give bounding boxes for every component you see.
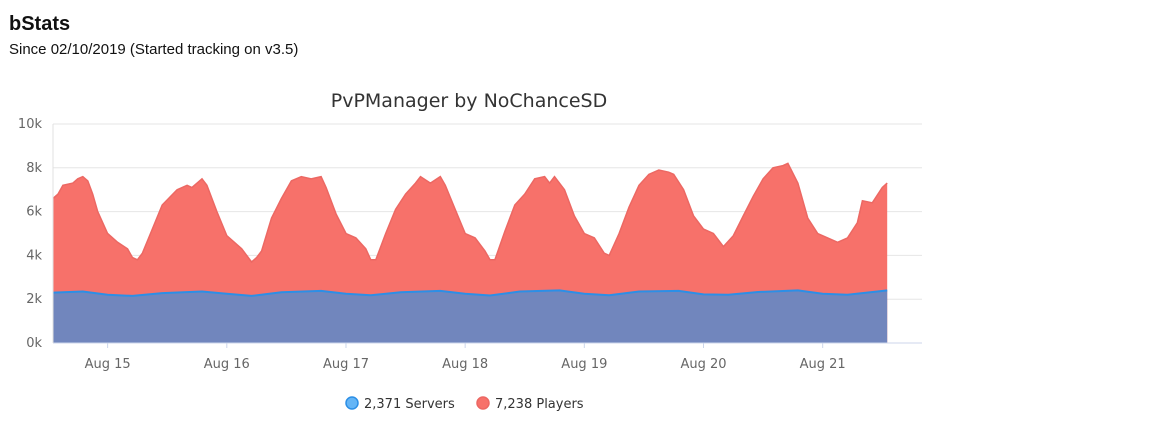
y-tick-label: 8k [26,161,42,176]
tick-labels: 0k 2k 4k 6k 8k 10k Aug 15 Aug 16 Aug 17 Aug 18 Aug… [18,117,846,372]
x-tick-label: Aug 18 [442,357,488,372]
series-areas [52,162,888,343]
legend-item[interactable]: 7,238 Players [476,396,584,412]
y-tick-label: 4k [26,248,42,263]
y-tick-label: 2k [26,292,42,307]
legend-item[interactable]: 2,371 Servers [345,396,455,412]
legend-circle-marker-icon [476,396,490,410]
legend-label: 2,371 Servers [364,397,455,412]
x-tick-label: Aug 17 [323,357,369,372]
chart-title: PvPManager by NoChanceSD [331,90,607,112]
axes [52,124,922,348]
page-title: bStats [9,13,71,35]
y-tick-label: 0k [26,336,42,351]
x-tick-label: Aug 20 [680,357,726,372]
x-tick-label: Aug 19 [561,357,607,372]
x-tick-label: Aug 16 [204,357,250,372]
players-line [52,162,888,264]
legend: 2,371 Servers 7,238 Players [345,396,584,412]
y-tick-label: 6k [26,205,42,220]
x-tick-label: Aug 15 [85,357,131,372]
servers-area [53,290,888,343]
y-tick-label: 10k [18,117,43,132]
legend-label: 7,238 Players [495,397,584,412]
legend-circle-marker-icon [345,396,359,410]
page-subtitle: Since 02/10/2019 (Started tracking on v3… [9,41,299,58]
servers-line [52,289,888,297]
x-tick-label: Aug 21 [800,357,846,372]
